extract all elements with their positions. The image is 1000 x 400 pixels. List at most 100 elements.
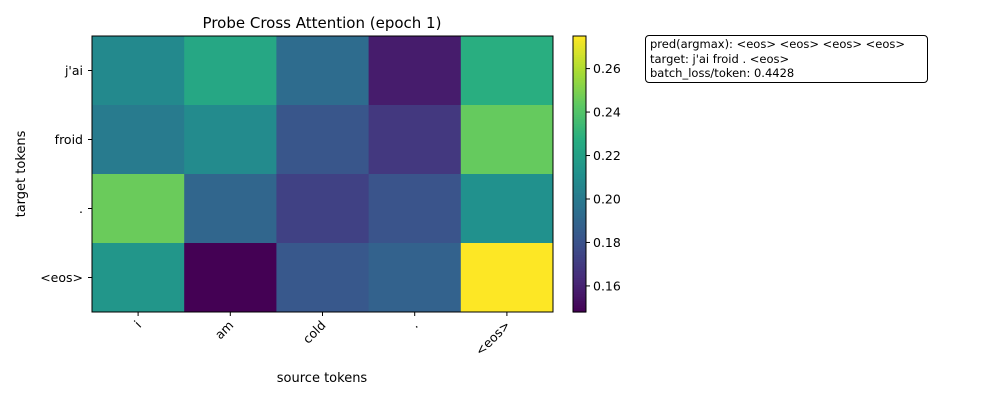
colorbar-segment — [573, 164, 586, 168]
colorbar-tick-label: 0.16 — [593, 278, 621, 293]
colorbar-segment — [573, 293, 586, 297]
colorbar-segment — [573, 247, 586, 251]
colorbar-segment — [573, 171, 586, 175]
colorbar-segment — [573, 144, 586, 147]
colorbar-segment — [573, 38, 586, 42]
y-axis-label: target tokens — [14, 130, 29, 217]
colorbar-segment — [573, 98, 586, 101]
colorbar-segment — [573, 261, 586, 265]
colorbar-segment — [573, 54, 586, 58]
colorbar-segment — [573, 146, 586, 150]
heatmap-cell — [460, 243, 554, 313]
colorbar-segment — [573, 56, 586, 60]
colorbar-segment — [573, 295, 586, 299]
colorbar-segment — [573, 201, 586, 205]
colorbar-segment — [573, 197, 586, 200]
colorbar-segment — [573, 82, 586, 85]
colorbar-segment — [573, 307, 586, 311]
colorbar-segment — [573, 100, 586, 104]
colorbar-segment — [573, 220, 586, 223]
colorbar-segment — [573, 77, 586, 81]
colorbar-segment — [573, 153, 586, 157]
colorbar-segment — [573, 118, 586, 122]
colorbar-tick-label: 0.18 — [593, 235, 621, 250]
x-tick-label: cold — [300, 318, 329, 347]
colorbar-segment — [573, 291, 586, 295]
colorbar-segment — [573, 263, 586, 267]
heatmap-cell — [184, 105, 277, 175]
colorbar-segment — [573, 68, 586, 72]
colorbar-segment — [573, 286, 586, 290]
heatmap-cell — [276, 36, 370, 106]
colorbar-segment — [573, 111, 586, 115]
colorbar-segment — [573, 125, 586, 129]
colorbar-segment — [573, 226, 586, 230]
colorbar-segment — [573, 121, 586, 124]
colorbar-segment — [573, 254, 586, 258]
heatmap-cell — [368, 36, 462, 106]
colorbar-segment — [573, 42, 586, 46]
colorbar-segment — [573, 137, 586, 141]
colorbar-segment — [573, 128, 586, 131]
x-tick-label: <eos> — [472, 318, 513, 359]
colorbar-segment — [573, 249, 586, 253]
colorbar-segment — [573, 298, 586, 302]
colorbar-segment — [573, 210, 586, 214]
x-axis-ticks: i am cold. <eos> — [131, 312, 513, 358]
colorbar-segment — [573, 169, 586, 173]
colorbar-segment — [573, 36, 586, 39]
colorbar-segment — [573, 105, 586, 108]
colorbar-segment — [573, 206, 586, 210]
colorbar-segment — [573, 222, 586, 226]
colorbar-segment — [573, 275, 586, 279]
colorbar-segment — [573, 300, 586, 304]
heatmap-cell — [92, 174, 185, 244]
heatmap-cell — [460, 36, 554, 106]
heatmap-cells — [92, 36, 554, 313]
colorbar-segment — [573, 208, 586, 212]
heatmap-cell — [368, 243, 462, 313]
heatmap-cell — [92, 105, 185, 175]
colorbar-segment — [573, 155, 586, 159]
x-tick-label: i — [131, 318, 144, 331]
colorbar-segment — [573, 238, 586, 242]
colorbar-segment — [573, 213, 586, 216]
y-tick-label: j'ai — [64, 63, 83, 78]
colorbar-segment — [573, 236, 586, 239]
colorbar-segment — [573, 203, 586, 207]
colorbar-segment — [573, 63, 586, 67]
colorbar-segment — [573, 174, 586, 177]
colorbar-segment — [573, 167, 586, 170]
colorbar-segment — [573, 245, 586, 249]
colorbar-segment — [573, 70, 586, 74]
colorbar-tick-label: 0.20 — [593, 191, 621, 206]
colorbar-segment — [573, 134, 586, 138]
colorbar-segment — [573, 284, 586, 288]
y-tick-label: froid — [55, 132, 83, 147]
colorbar-tick-label: 0.22 — [593, 148, 621, 163]
colorbar-segment — [573, 72, 586, 76]
x-tick-label: . — [407, 318, 420, 331]
heatmap-cell — [276, 243, 370, 313]
colorbar-segment — [573, 49, 586, 53]
colorbar-segment — [573, 215, 586, 219]
colorbar-segment — [573, 217, 586, 221]
colorbar-segment — [573, 93, 586, 97]
colorbar-segment — [573, 75, 586, 78]
colorbar-segment — [573, 187, 586, 191]
colorbar-segment — [573, 88, 586, 92]
colorbar-segment — [573, 45, 586, 49]
colorbar-segment — [573, 102, 586, 106]
colorbar-tick-label: 0.26 — [593, 61, 621, 76]
info-box: pred(argmax): <eos> <eos> <eos> <eos> ta… — [645, 35, 928, 83]
colorbar-segment — [573, 59, 586, 62]
colorbar-segment — [573, 289, 586, 292]
colorbar-segment — [573, 139, 586, 143]
colorbar-segment — [573, 224, 586, 228]
colorbar-segment — [573, 192, 586, 196]
colorbar-segment — [573, 194, 586, 198]
colorbar-segment — [573, 190, 586, 193]
colorbar-segment — [573, 178, 586, 182]
colorbar-segment — [573, 162, 586, 166]
